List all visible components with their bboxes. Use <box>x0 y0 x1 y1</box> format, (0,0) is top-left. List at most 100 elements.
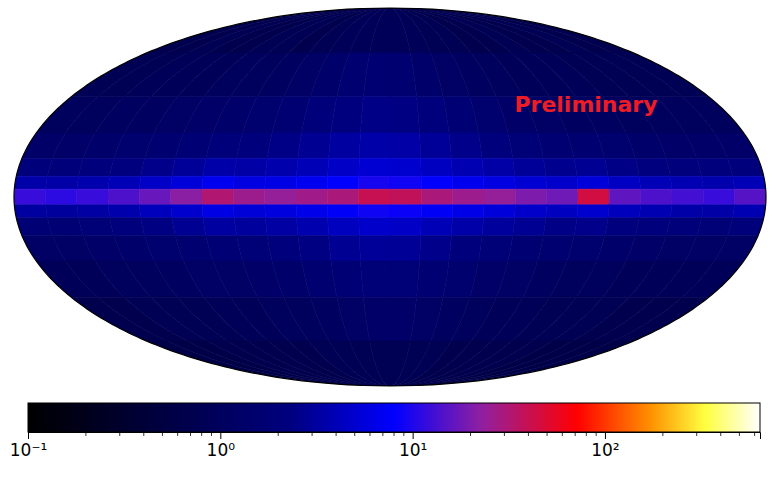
heat-cell <box>574 218 608 236</box>
heat-cell <box>79 158 114 176</box>
heat-cell <box>167 8 390 53</box>
heat-cell <box>482 218 515 236</box>
heat-cell <box>421 189 452 205</box>
heat-cell <box>390 97 419 133</box>
heat-cell <box>108 189 140 205</box>
heat-cell <box>508 236 543 261</box>
heat-cell <box>483 176 515 189</box>
heat-cell <box>289 341 390 386</box>
heat-cell <box>574 158 608 176</box>
heat-cell <box>248 8 390 53</box>
tick: 10⁰ <box>207 432 236 460</box>
heat-cell <box>327 176 358 189</box>
heat-cell <box>390 341 633 386</box>
heat-cell <box>296 189 327 205</box>
heat-cell <box>171 176 203 189</box>
heat-cell <box>265 176 297 189</box>
heat-cell <box>359 236 390 261</box>
heat-cell <box>546 176 578 189</box>
heat-cell <box>140 205 172 218</box>
heat-cell <box>297 158 329 176</box>
map-cells <box>14 8 766 386</box>
heat-cell <box>515 189 546 205</box>
tick: 10¹ <box>399 432 427 460</box>
heat-cell <box>108 176 141 189</box>
heat-cell <box>639 176 672 189</box>
heat-cell <box>666 158 701 176</box>
heat-cell <box>328 218 360 236</box>
heat-cell <box>267 236 301 261</box>
heat-cell <box>577 205 609 218</box>
colorbar <box>28 403 760 432</box>
heat-cell <box>513 218 546 236</box>
heat-cell <box>605 218 639 236</box>
heat-cell <box>46 176 79 189</box>
heat-cell <box>359 176 390 189</box>
heat-cell <box>733 205 766 218</box>
heat-cell <box>203 158 237 176</box>
heat-cell <box>515 176 547 189</box>
heat-cell <box>139 189 171 205</box>
heat-cell <box>390 218 421 236</box>
heat-cell <box>608 176 640 189</box>
colorbar-axis: 10⁻¹10⁰10¹10² <box>10 432 761 460</box>
heat-cell <box>359 205 390 218</box>
heat-cell <box>16 158 52 176</box>
heat-cell <box>46 205 79 218</box>
heat-cell <box>359 189 390 205</box>
heat-cell <box>203 218 237 236</box>
heat-cell <box>298 236 331 261</box>
heat-cell <box>682 261 744 297</box>
heat-cell <box>359 158 390 176</box>
heat-cell <box>453 189 484 205</box>
heat-cell <box>265 189 296 205</box>
heat-cell <box>327 205 358 218</box>
heat-cell <box>733 176 766 189</box>
heat-cell <box>390 205 421 218</box>
heat-cell <box>147 8 390 53</box>
heat-cell <box>237 133 272 158</box>
heat-cell <box>515 205 547 218</box>
chart: Preliminary10⁻¹10⁰10¹10² <box>0 0 779 483</box>
heat-cell <box>110 218 145 236</box>
tick-label: 10⁰ <box>207 440 236 460</box>
heat-cell <box>452 205 484 218</box>
heat-cell <box>265 218 298 236</box>
heat-cell <box>329 8 390 53</box>
annotation: Preliminary <box>514 92 657 117</box>
heat-cell <box>421 176 452 189</box>
heat-cell <box>390 133 421 158</box>
heat-cell <box>108 205 141 218</box>
heat-cell <box>482 158 515 176</box>
heat-cell <box>172 158 206 176</box>
heat-cell <box>451 158 483 176</box>
heat-cell <box>327 189 358 205</box>
heat-cell <box>608 205 640 218</box>
heat-cell <box>267 133 301 158</box>
map-outline <box>14 8 766 386</box>
tick-mark <box>220 432 221 439</box>
heat-cell <box>449 236 482 261</box>
heat-cell <box>141 218 175 236</box>
heat-cell <box>202 176 234 189</box>
heat-cell <box>172 218 206 236</box>
heat-cell <box>233 205 265 218</box>
heat-cell <box>421 218 453 236</box>
heat-cell <box>110 158 145 176</box>
tick: 10⁻¹ <box>10 432 47 460</box>
heat-cell <box>140 176 172 189</box>
heat-cell <box>697 158 733 176</box>
tick-mark <box>605 432 606 439</box>
heat-cell <box>478 236 512 261</box>
heat-cell <box>309 8 390 53</box>
heat-cell <box>670 176 703 189</box>
heat-cell <box>349 341 390 386</box>
heat-cell <box>478 133 512 158</box>
heat-cell <box>390 261 419 297</box>
heat-cell <box>697 218 733 236</box>
heat-cell <box>734 189 766 205</box>
heat-cell <box>449 133 482 158</box>
heat-cell <box>265 205 297 218</box>
heat-cell <box>202 189 233 205</box>
colorbar-axis-line <box>29 433 761 440</box>
